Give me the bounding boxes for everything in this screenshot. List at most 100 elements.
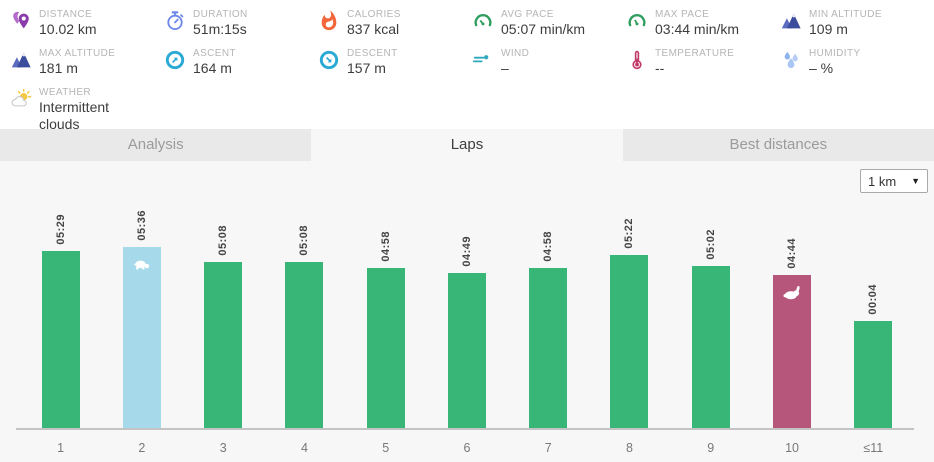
dropdown-arrow-icon: ▼ (911, 176, 920, 186)
stat-value: -- (655, 60, 665, 76)
stat-label: MAX PACE (655, 9, 710, 20)
stat-value: 157 m (347, 60, 386, 76)
x-axis-label: 4 (300, 441, 308, 455)
stats-grid: DISTANCE 10.02 km DURATION 51m:15s CALORIE… (10, 9, 934, 133)
lap-bars: 05:29 05:36 05:08 05:08 04:58 04:49 04:58 05:2… (20, 210, 914, 428)
stat-value: 05:07 min/km (501, 21, 586, 37)
lap-pace-label: 04:58 (542, 231, 555, 262)
lap-pace-label: 00:04 (867, 284, 880, 315)
lap-pace-label: 05:36 (135, 210, 148, 241)
x-axis-label: ≤11 (863, 441, 884, 455)
laps-panel: 1 km ▼ 05:29 05:36 05:08 05:08 04:58 04:49 04… (0, 161, 934, 462)
stat-label: AVG PACE (501, 9, 554, 20)
stat-descent: DESCENT 157 m (318, 48, 472, 77)
lap-pace-label: 04:49 (460, 236, 473, 267)
lap-bar[interactable]: 00:04 (854, 284, 893, 428)
thermometer-icon (626, 49, 648, 71)
lap-slot: 05:02 (670, 229, 751, 428)
lap-slot: 04:44 (751, 238, 832, 428)
stat-value: 837 kcal (347, 21, 400, 37)
lap-pace-label: 05:08 (298, 225, 311, 256)
lap-bar[interactable]: 05:08 (204, 225, 243, 428)
lap-pace-label: 05:29 (54, 214, 67, 245)
stat-label: DESCENT (347, 48, 398, 59)
lap-pace-label: 05:08 (217, 225, 230, 256)
turtle-icon (133, 260, 150, 270)
lap-bar[interactable]: 04:44 (773, 238, 812, 428)
stat-value: – % (809, 60, 834, 76)
stat-label: MIN ALTITUDE (809, 9, 882, 20)
lap-bar[interactable]: 05:36 (122, 210, 161, 428)
tab-best-distances[interactable]: Best distances (622, 129, 934, 161)
stat-label: HUMIDITY (809, 48, 861, 59)
stat-label: ASCENT (193, 48, 236, 59)
stat-avg-pace: AVG PACE 05:07 min/km (472, 9, 626, 38)
stat-temperature: TEMPERATURE -- (626, 48, 780, 77)
lap-bar[interactable]: 04:58 (366, 231, 405, 428)
stat-humidity: HUMIDITY – % (780, 48, 934, 77)
lap-pace-label: 05:02 (704, 229, 717, 260)
stat-label: WIND (501, 48, 530, 59)
lap-pace-label: 04:58 (379, 231, 392, 262)
lap-slot: 05:29 (20, 214, 101, 428)
lap-slot: 05:22 (589, 218, 670, 428)
stat-ascent: ASCENT 164 m (164, 48, 318, 77)
lap-length-select[interactable]: 1 km ▼ (860, 169, 928, 193)
lap-bar[interactable]: 04:49 (447, 236, 486, 428)
stat-label: TEMPERATURE (655, 48, 735, 59)
lap-pace-label: 05:22 (623, 218, 636, 249)
stat-value: 181 m (39, 60, 78, 76)
mountains-icon (780, 10, 802, 32)
tab-bar: Analysis Laps Best distances (0, 129, 934, 161)
wind-icon (472, 49, 494, 71)
stat-value: 164 m (193, 60, 232, 76)
lap-slot: 05:08 (264, 225, 345, 428)
sun-cloud-icon (10, 88, 32, 110)
stat-value: – (501, 60, 509, 76)
lap-bar[interactable]: 04:58 (529, 231, 568, 428)
stat-label: WEATHER (39, 87, 92, 98)
stat-weather: WEATHER Intermittent clouds (10, 87, 164, 133)
stat-distance: DISTANCE 10.02 km (10, 9, 164, 38)
x-axis-label: 9 (707, 441, 715, 455)
stat-label: DISTANCE (39, 9, 93, 20)
mountains-icon (10, 49, 32, 71)
tab-laps[interactable]: Laps (311, 129, 623, 161)
x-axis-label: 10 (785, 441, 799, 455)
pace-gauge-icon (626, 10, 648, 32)
stat-min-altitude: MIN ALTITUDE 109 m (780, 9, 934, 38)
x-axis-label: 3 (219, 441, 227, 455)
stat-value: 03:44 min/km (655, 21, 740, 37)
lap-slot: 04:49 (426, 236, 507, 428)
descent-circle-arrow-icon (318, 49, 340, 71)
lap-length-value: 1 km (868, 173, 897, 189)
stat-label: CALORIES (347, 9, 401, 20)
tab-analysis[interactable]: Analysis (0, 129, 312, 161)
stat-value: 10.02 km (39, 21, 97, 37)
lap-bar[interactable]: 05:22 (610, 218, 649, 428)
ascent-circle-arrow-icon (164, 49, 186, 71)
x-axis-label: 2 (138, 441, 146, 455)
lap-slot: 05:36 (101, 210, 182, 428)
x-axis-line (16, 428, 914, 430)
pace-gauge-icon (472, 10, 494, 32)
lap-pace-label: 04:44 (786, 238, 799, 269)
x-axis-label: 5 (382, 441, 390, 455)
stopwatch-icon (164, 10, 186, 32)
distance-pins-icon (10, 10, 32, 32)
stat-label: MAX ALTITUDE (39, 48, 116, 59)
stat-calories: CALORIES 837 kcal (318, 9, 472, 38)
stat-value: Intermittent clouds (39, 99, 110, 132)
x-axis-label: 7 (544, 441, 552, 455)
stat-duration: DURATION 51m:15s (164, 9, 318, 38)
lap-bar[interactable]: 05:02 (691, 229, 730, 428)
lap-slot: 04:58 (508, 231, 589, 428)
stat-value: 109 m (809, 21, 848, 37)
lap-bar[interactable]: 05:29 (41, 214, 80, 428)
lap-bar[interactable]: 05:08 (285, 225, 324, 428)
lap-slot: 04:58 (345, 231, 426, 428)
flame-icon (318, 10, 340, 32)
stat-max-pace: MAX PACE 03:44 min/km (626, 9, 780, 38)
x-axis-label: 6 (463, 441, 471, 455)
